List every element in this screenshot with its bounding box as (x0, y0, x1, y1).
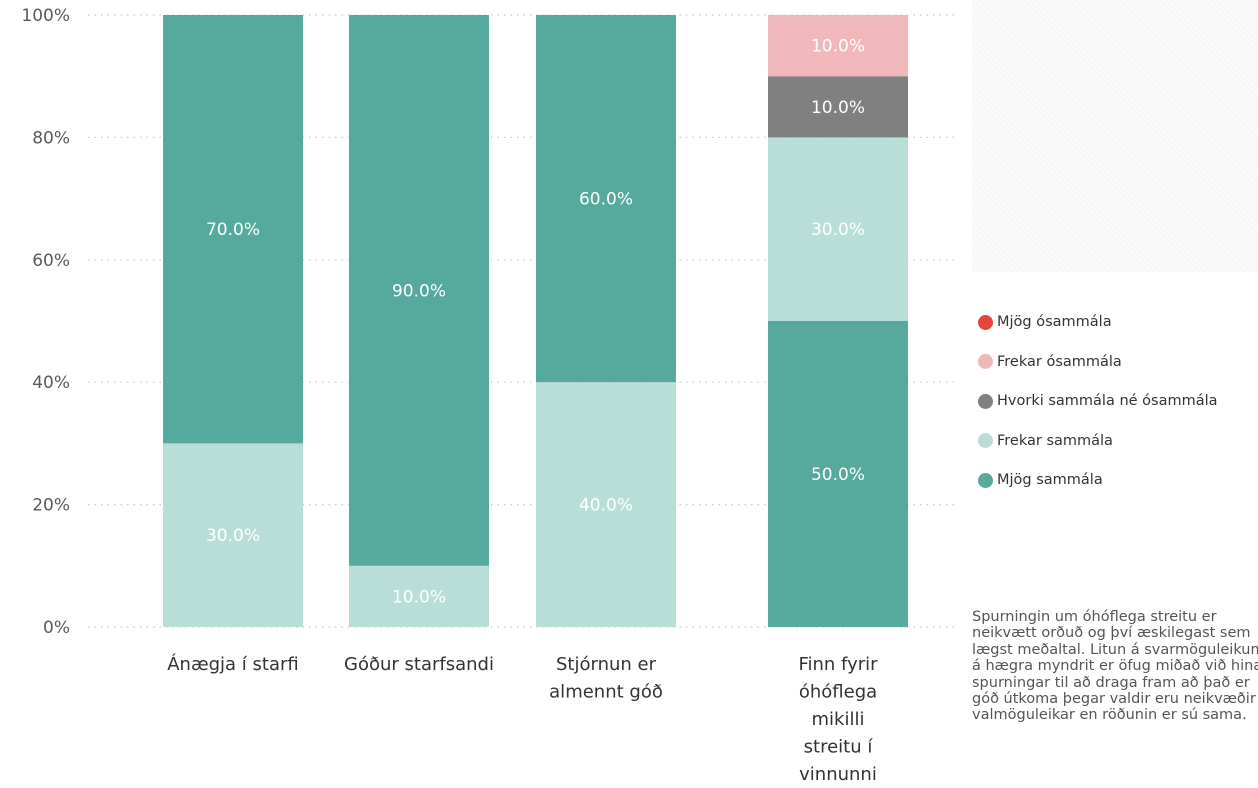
legend-item-mjog-sammala[interactable]: Mjög sammála (978, 470, 1258, 490)
bar-data-label: 10.0% (811, 37, 865, 57)
legend-item-frekar-sammala[interactable]: Frekar sammála (978, 431, 1258, 451)
legend-label: Frekar sammála (997, 432, 1113, 449)
x-category-label: Góður starfsandi (344, 654, 494, 675)
legend-label: Mjög ósammála (997, 314, 1112, 330)
bar-segment[interactable] (163, 443, 303, 627)
bar-segment[interactable] (536, 382, 676, 627)
bar-segment[interactable] (768, 321, 908, 627)
bar-data-label: 30.0% (206, 526, 260, 546)
bar-segment[interactable] (536, 15, 676, 383)
bars (163, 15, 908, 627)
bar-data-label: 50.0% (811, 465, 865, 485)
legend-label: Frekar ósammála (997, 353, 1122, 370)
bar-data-label: 30.0% (811, 220, 865, 240)
legend-item-mjog-osammala[interactable]: Mjög ósammála (978, 312, 1258, 332)
bar-data-label: 40.0% (579, 496, 633, 516)
bar-segment[interactable] (349, 15, 489, 566)
bar-data-label: 10.0% (811, 98, 865, 118)
bar-data-label: 90.0% (392, 281, 446, 301)
explanation-note: Spurningin um óhóflega streitu er neikvæ… (972, 609, 1258, 788)
legend: Mjög ósammála Frekar ósammála Hvorki sam… (978, 312, 1258, 510)
bar-data-label: 10.0% (392, 587, 446, 607)
y-tick-label: 20% (32, 496, 70, 516)
bar-segment[interactable] (768, 137, 908, 321)
legend-item-frekar-osammala[interactable]: Frekar ósammála (978, 352, 1258, 372)
y-tick-label: 100% (21, 6, 70, 26)
y-tick-label: 40% (32, 373, 70, 393)
background-texture-panel (972, 0, 1258, 272)
note-text: Spurningin um óhóflega streitu er neikvæ… (972, 609, 1258, 724)
legend-dot-icon (978, 354, 993, 369)
bar-data-label: 70.0% (206, 220, 260, 240)
bar-segment[interactable] (163, 15, 303, 444)
y-tick-label: 0% (43, 618, 70, 638)
y-tick-label: 60% (32, 251, 70, 271)
legend-item-hvorki[interactable]: Hvorki sammála né ósammála (978, 391, 1258, 411)
legend-dot-icon (978, 472, 993, 488)
y-axis-ticks: 0% 20% 40% 60% 80% 100% (21, 6, 70, 638)
x-category-label: Ánægja í starfi (167, 653, 299, 675)
x-axis-categories: Ánægja í starfi Góður starfsandi Stjórnun … (167, 653, 878, 785)
stacked-bar-chart: 0% 20% 40% 60% 80% 100% 30.0% 70.0% 10.0% 90.0% 4… (21, 6, 958, 785)
bar-data-label: 60.0% (579, 190, 633, 210)
data-labels: 30.0% 70.0% 10.0% 90.0% 40.0% 60.0% 50.0% 30.0%… (206, 37, 865, 608)
y-tick-label: 80% (32, 128, 70, 148)
x-category-label: Finn fyrir óhóflega mikilli streitu í vinnun… (798, 654, 878, 785)
legend-dot-icon (978, 433, 993, 448)
legend-dot-icon (978, 393, 993, 409)
legend-label: Mjög sammála (997, 472, 1103, 488)
bar-segment[interactable] (768, 76, 908, 138)
legend-label: Hvorki sammála né ósammála (997, 393, 1218, 409)
legend-dot-icon (978, 314, 993, 330)
bar-segment[interactable] (768, 15, 908, 77)
x-category-label: Stjórnun er almennt góð (549, 654, 663, 703)
bar-segment[interactable] (349, 565, 489, 627)
